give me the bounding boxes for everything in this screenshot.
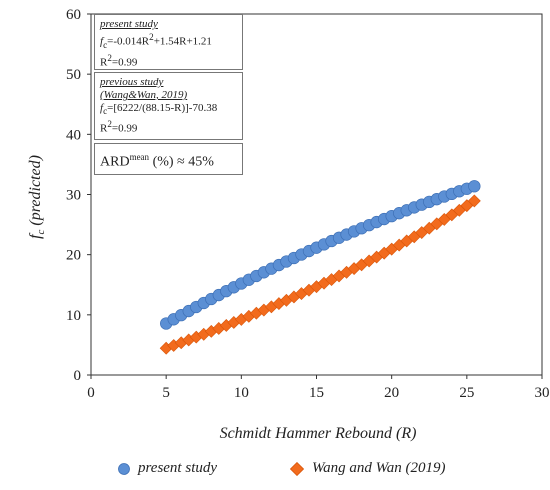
y-axis-title: fc (predicted)	[27, 155, 47, 239]
annotation-present-heading: present study	[100, 18, 158, 30]
annotation-previous-equation: fc=[6222/(88.15-R)]-70.38	[100, 102, 218, 117]
y-axis-title-main: f	[27, 232, 44, 239]
y-tick-label: 50	[66, 67, 81, 83]
legend-label-present-study: present study	[138, 460, 218, 476]
y-tick-label: 10	[66, 308, 81, 324]
legend-diamond-marker	[290, 461, 304, 476]
x-axis-title: Schmidt Hammer Rebound (R)	[220, 425, 417, 442]
series-wang-and-wan	[159, 194, 481, 355]
y-tick-label: 60	[66, 7, 81, 23]
x-ticks: 0 5 10 15 20 25 30	[87, 375, 550, 401]
annotation-previous-citation: (Wang&Wan, 2019)	[100, 89, 188, 101]
x-tick-label: 15	[309, 385, 324, 401]
y-tick-label: 0	[74, 368, 82, 384]
x-tick-label: 25	[459, 385, 474, 401]
y-ticks: 0 10 20 30 40 50 60	[66, 7, 91, 384]
series-present-study	[160, 180, 481, 330]
annotation-present-study: present study fc=-0.014R2+1.54R+1.21 R2=…	[94, 14, 243, 70]
y-tick-label: 30	[66, 188, 81, 204]
x-tick-label: 30	[535, 385, 550, 401]
annotation-present-equation: fc=-0.014R2+1.54R+1.21	[100, 32, 212, 50]
wang-data-point	[467, 194, 481, 208]
present-data-point	[468, 180, 481, 193]
y-axis-title-sub: c	[35, 229, 47, 234]
x-tick-label: 10	[234, 385, 249, 401]
y-axis-title-rest: (predicted)	[27, 155, 44, 229]
annotation-previous-study: previous study (Wang&Wan, 2019) fc=[6222…	[94, 72, 243, 140]
annotation-previous-r2: R2=0.99	[100, 119, 138, 135]
legend-item-present-study: present study	[118, 460, 217, 477]
x-tick-label: 0	[87, 385, 95, 401]
legend-label-wang-and-wan: Wang and Wan (2019)	[312, 460, 446, 476]
annotation-previous-heading: previous study	[100, 76, 164, 88]
x-tick-label: 20	[384, 385, 399, 401]
annotation-ard: ARDmean (%) ≈ 45%	[94, 143, 243, 175]
annotation-present-r2: R2=0.99	[100, 52, 138, 69]
legend-circle-marker	[118, 462, 130, 475]
y-tick-label: 20	[66, 248, 81, 264]
y-tick-label: 40	[66, 127, 81, 143]
legend-item-wang-and-wan: Wang and Wan (2019)	[290, 460, 445, 477]
x-tick-label: 5	[162, 385, 170, 401]
